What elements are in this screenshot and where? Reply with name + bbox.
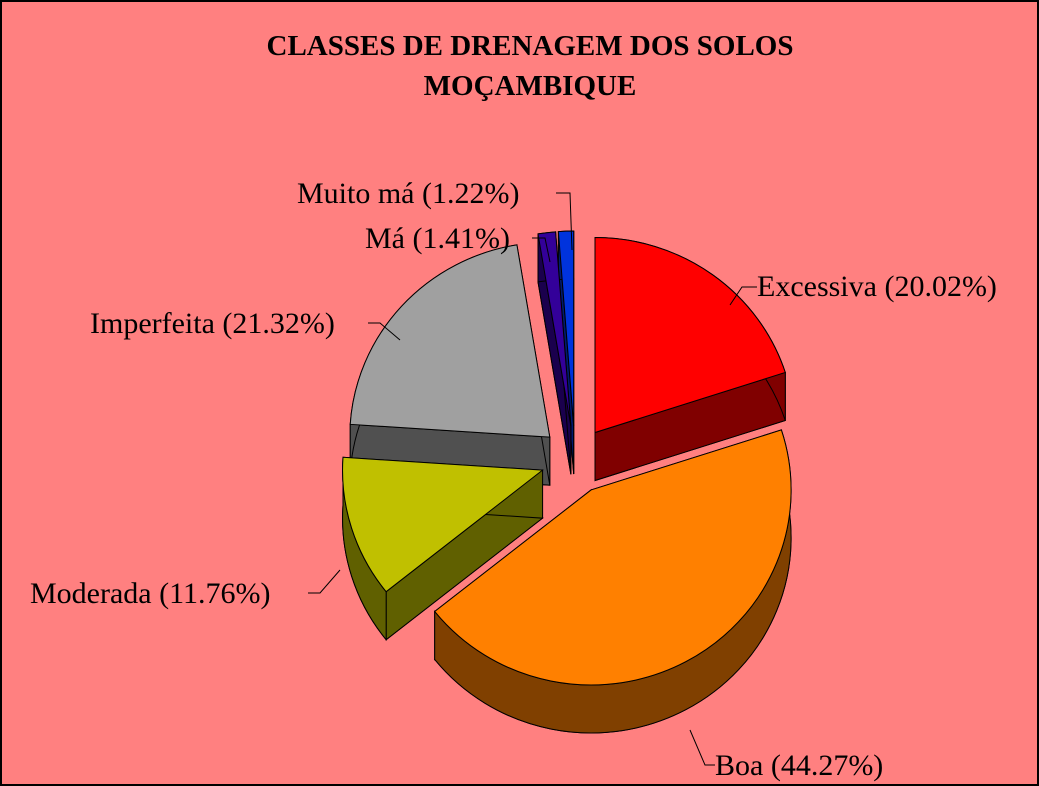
- leader-line: [308, 569, 341, 594]
- data-label: Imperfeita (21.32%): [90, 307, 335, 340]
- leader-line: [556, 192, 573, 251]
- chart-subtitle: MOÇAMBIQUE: [424, 70, 637, 102]
- slice: [342, 456, 544, 593]
- slice: [537, 231, 572, 475]
- slice: [433, 429, 792, 686]
- leader-line: [689, 729, 715, 766]
- slice: [594, 237, 786, 434]
- slice: [342, 456, 544, 642]
- slice: [537, 231, 572, 427]
- slice: [433, 429, 792, 734]
- data-label: Boa (44.27%): [715, 749, 883, 782]
- data-label: Moderada (11.76%): [30, 577, 270, 610]
- slice: [557, 230, 575, 427]
- data-label: Excessiva (20.02%): [757, 270, 997, 303]
- data-label: Muito má (1.22%): [297, 177, 519, 210]
- data-label: Má (1.41%): [365, 222, 510, 255]
- leader-line: [729, 286, 757, 306]
- slice: [594, 237, 786, 482]
- chart-title: CLASSES DE DRENAGEM DOS SOLOS: [267, 30, 794, 62]
- leader-line: [532, 237, 551, 263]
- slice: [349, 244, 551, 438]
- leader-line: [368, 322, 401, 341]
